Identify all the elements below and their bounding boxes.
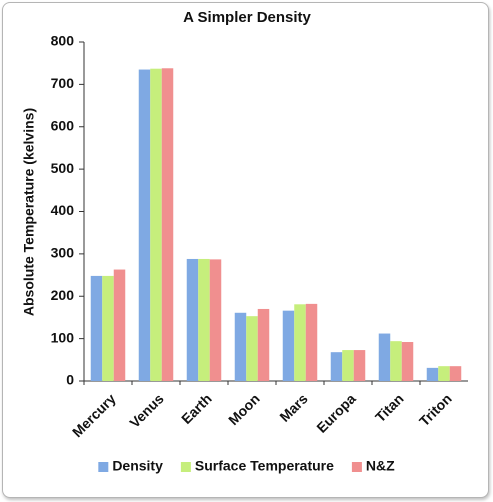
y-axis-label: Absolute Temperature (kelvins) (21, 108, 37, 316)
bar (426, 367, 439, 381)
x-tick-label: Mars (276, 390, 311, 425)
y-tick-label: 400 (51, 202, 75, 218)
y-tick-label: 200 (51, 287, 75, 303)
bar (282, 310, 295, 381)
bar (198, 258, 210, 381)
bar (102, 275, 114, 381)
bar (113, 269, 126, 381)
bar (330, 352, 343, 381)
legend-label: Surface Temperature (195, 458, 334, 474)
bar (294, 304, 306, 381)
x-tick-label: Earth (178, 390, 215, 427)
y-tick-label: 800 (51, 33, 75, 49)
x-tick-label: Europa (313, 390, 359, 436)
bar (353, 350, 366, 381)
x-tick-label: Venus (126, 390, 167, 431)
bar (209, 259, 222, 381)
bar (449, 366, 462, 381)
y-tick-label: 700 (51, 75, 75, 91)
legend-swatch (351, 462, 362, 472)
x-tick-label: Moon (225, 390, 263, 428)
bar (161, 68, 174, 382)
bar (90, 275, 103, 381)
bar (186, 258, 199, 381)
legend-label: N&Z (366, 458, 395, 474)
bar (234, 312, 247, 381)
y-tick-label: 300 (51, 245, 75, 261)
bar (150, 68, 162, 381)
y-tick-label: 0 (66, 372, 74, 388)
bar (401, 342, 414, 381)
legend-swatch (180, 462, 191, 472)
legend-label: Density (112, 458, 163, 474)
bar (378, 333, 391, 381)
y-tick-label: 600 (51, 117, 75, 133)
x-tick-label: Titan (372, 390, 407, 425)
chart-title: A Simpler Density (183, 9, 311, 26)
legend-swatch (98, 462, 109, 472)
bar (305, 303, 318, 381)
bar (257, 308, 270, 381)
bar (342, 350, 354, 381)
y-tick-label: 100 (51, 329, 75, 345)
bar (138, 69, 151, 381)
bar (246, 316, 258, 381)
bar (390, 341, 402, 381)
y-tick-label: 500 (51, 160, 75, 176)
x-tick-label: Triton (416, 390, 455, 429)
bar (438, 366, 450, 381)
x-tick-label: Mercury (69, 390, 119, 440)
